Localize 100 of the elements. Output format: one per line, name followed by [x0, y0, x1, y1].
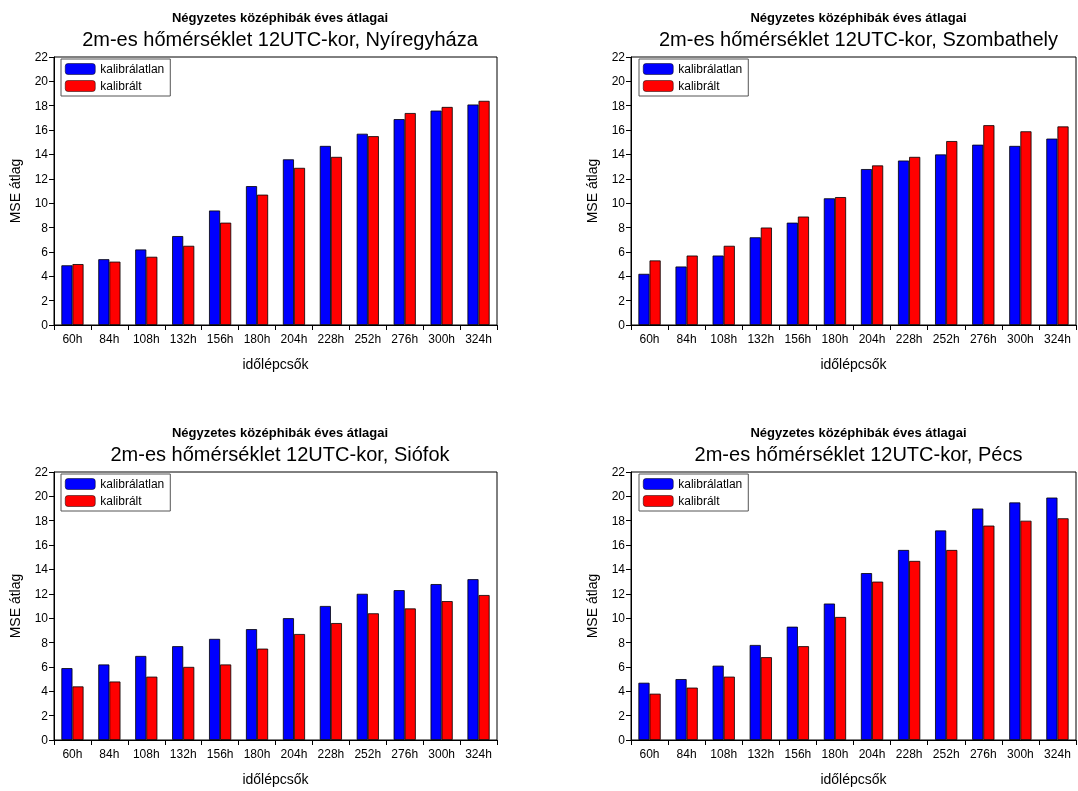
y-tick-label: 16	[611, 123, 626, 138]
y-tick-label: 2	[618, 708, 626, 723]
legend-label: kalibrálatlan	[678, 477, 743, 491]
x-tick-label: 132h	[169, 332, 197, 346]
x-tick-label: 156h	[206, 747, 234, 761]
x-tick-label: 252h	[354, 747, 382, 761]
y-axis-title: MSE átlag	[7, 158, 23, 224]
x-axis-title: időlépcsők	[820, 356, 888, 372]
y-tick-label: 4	[618, 269, 626, 284]
y-tick-label: 12	[34, 171, 49, 186]
x-tick-label: 180h	[821, 747, 849, 761]
y-tick-label: 16	[34, 123, 49, 138]
x-tick-label: 228h	[317, 332, 345, 346]
y-tick-label: 4	[41, 684, 49, 699]
x-tick-label: 324h	[465, 747, 492, 761]
legend-label: kalibrált	[678, 494, 721, 508]
y-tick-label: 20	[34, 489, 49, 504]
y-tick-label: 4	[41, 269, 49, 284]
chart-title: Négyzetes középhibák éves átlagai	[171, 10, 389, 25]
y-axis-title: MSE átlag	[7, 573, 23, 639]
x-tick-label: 300h	[428, 747, 455, 761]
y-tick-label: 14	[34, 562, 49, 577]
legend-label: kalibrálatlan	[678, 62, 743, 76]
y-tick-label: 16	[34, 538, 49, 553]
x-tick-label: 156h	[206, 332, 234, 346]
x-tick-label: 180h	[821, 332, 849, 346]
y-tick-label: 22	[34, 50, 49, 64]
y-tick-label: 8	[41, 220, 49, 235]
legend-label: kalibrált	[100, 79, 143, 93]
x-tick-label: 108h	[132, 747, 160, 761]
x-tick-label: 300h	[1007, 332, 1034, 346]
x-tick-label: 204h	[280, 332, 308, 346]
y-tick-label: 22	[611, 50, 626, 64]
x-tick-label: 84h	[676, 332, 697, 346]
chart-title: Négyzetes középhibák éves átlagai	[171, 425, 389, 440]
x-tick-label: 156h	[784, 332, 812, 346]
x-tick-label: 108h	[710, 747, 738, 761]
y-tick-label: 0	[618, 318, 626, 332]
x-tick-label: 228h	[895, 747, 923, 761]
y-tick-label: 10	[611, 196, 626, 211]
x-tick-label: 276h	[391, 747, 419, 761]
y-tick-label: 16	[611, 538, 626, 553]
x-tick-label: 252h	[932, 747, 960, 761]
y-tick-label: 18	[611, 513, 626, 528]
y-tick-label: 22	[34, 465, 49, 479]
chart-subtitle: 2m-es hőmérséklet 12UTC-kor, Pécs	[694, 443, 1023, 465]
y-tick-label: 0	[41, 318, 49, 332]
y-tick-label: 14	[611, 147, 626, 162]
y-tick-label: 14	[34, 147, 49, 162]
x-tick-label: 276h	[969, 332, 997, 346]
x-tick-label: 324h	[465, 332, 492, 346]
y-axis-title: MSE átlag	[584, 158, 600, 224]
x-tick-label: 228h	[317, 747, 345, 761]
y-tick-label: 18	[611, 98, 626, 113]
legend-label: kalibrálatlan	[100, 62, 165, 76]
y-tick-label: 14	[611, 562, 626, 577]
x-tick-label: 300h	[1007, 747, 1034, 761]
y-tick-label: 6	[41, 244, 49, 259]
y-tick-label: 4	[618, 684, 626, 699]
x-tick-label: 84h	[99, 747, 120, 761]
x-tick-label: 180h	[243, 747, 271, 761]
x-tick-label: 132h	[747, 747, 775, 761]
y-tick-label: 8	[41, 635, 49, 650]
legend-label: kalibrált	[678, 79, 721, 93]
y-tick-label: 0	[41, 733, 49, 747]
x-tick-label: 60h	[639, 332, 660, 346]
x-tick-label: 84h	[99, 332, 120, 346]
y-tick-label: 2	[618, 293, 626, 308]
y-tick-label: 20	[611, 74, 626, 89]
x-axis-title: időlépcsők	[242, 771, 310, 787]
x-tick-label: 204h	[280, 747, 308, 761]
chart-subtitle: 2m-es hőmérséklet 12UTC-kor, Szombathely	[658, 28, 1059, 50]
y-tick-label: 0	[618, 733, 626, 747]
x-tick-label: 228h	[895, 332, 923, 346]
chart-subtitle: 2m-es hőmérséklet 12UTC-kor, Nyíregyháza	[82, 28, 479, 50]
x-tick-label: 252h	[354, 332, 382, 346]
y-tick-label: 6	[41, 659, 49, 674]
legend-label: kalibrált	[100, 494, 143, 508]
x-axis-title: időlépcsők	[242, 356, 310, 372]
y-axis-title: MSE átlag	[584, 573, 600, 639]
chart-title: Négyzetes középhibák éves átlagai	[750, 425, 967, 440]
y-tick-label: 20	[34, 74, 49, 89]
x-tick-label: 156h	[784, 747, 812, 761]
x-tick-label: 60h	[62, 747, 83, 761]
x-tick-label: 108h	[710, 332, 738, 346]
y-tick-label: 10	[34, 196, 49, 211]
x-tick-label: 180h	[243, 332, 271, 346]
y-tick-label: 6	[618, 244, 626, 259]
y-tick-label: 18	[34, 513, 49, 528]
x-tick-label: 276h	[969, 747, 997, 761]
y-tick-label: 12	[611, 586, 626, 601]
chart-title: Négyzetes középhibák éves átlagai	[750, 10, 967, 25]
x-tick-label: 276h	[391, 332, 419, 346]
y-tick-label: 10	[611, 611, 626, 626]
y-tick-label: 2	[41, 293, 49, 308]
x-tick-label: 108h	[132, 332, 160, 346]
y-tick-label: 20	[611, 489, 626, 504]
x-tick-label: 204h	[858, 332, 886, 346]
y-tick-label: 2	[41, 708, 49, 723]
x-tick-label: 132h	[747, 332, 775, 346]
